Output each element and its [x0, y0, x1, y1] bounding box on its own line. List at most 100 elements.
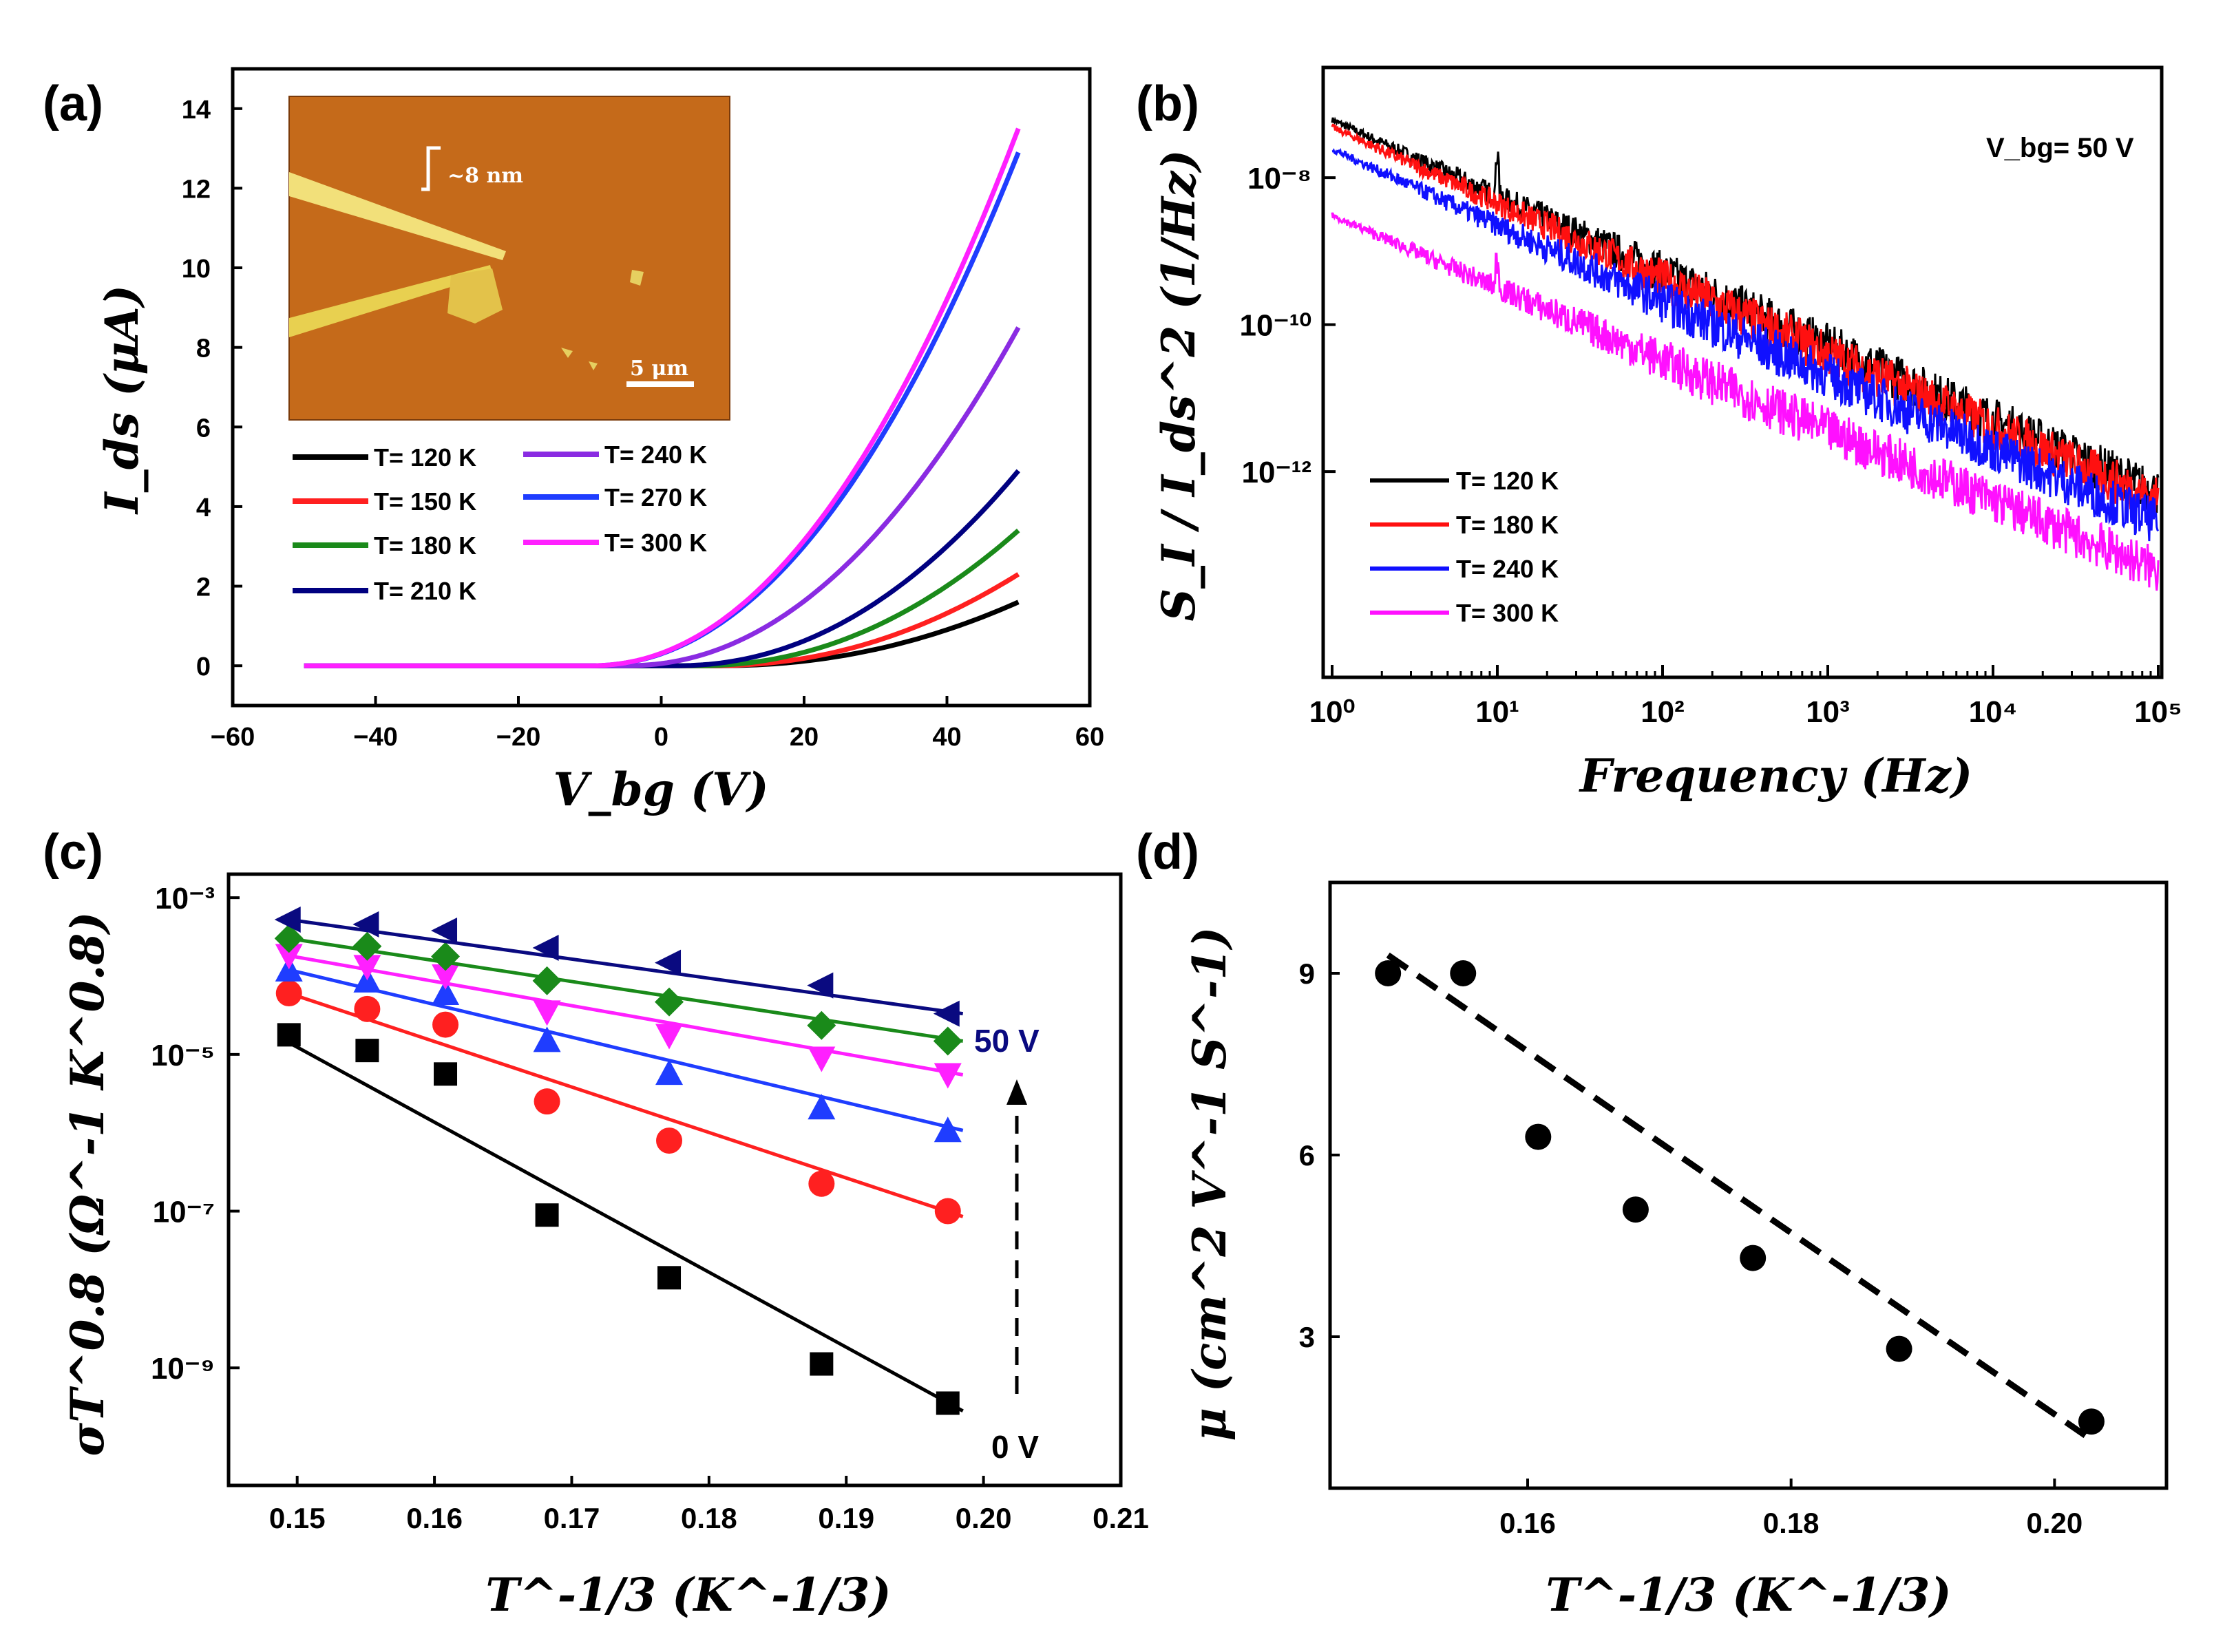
- marker-circle-c: [354, 995, 381, 1022]
- legend-b-label: T= 300 K: [1456, 599, 1559, 627]
- legend-a-label: T= 210 K: [374, 577, 476, 605]
- plot-area-b: 10⁰ 10¹ 10² 10³ 10⁴ 10⁵ 10⁻⁸ 10⁻¹⁰ 10⁻¹²: [1240, 116, 2182, 729]
- marker-square-c: [810, 1352, 834, 1376]
- panel-label-c: (c): [43, 825, 103, 880]
- marker-square-c: [277, 1023, 301, 1047]
- y-tick-label-a: 2: [196, 573, 211, 602]
- data-point-d: [1375, 960, 1402, 986]
- x-tick-label-a: 60: [1075, 723, 1104, 752]
- data-point-d: [1525, 1123, 1552, 1150]
- marker-triangle-left-c: [807, 972, 834, 999]
- y-tick-label-d: 6: [1299, 1139, 1315, 1172]
- x-tick-label-c: 0.15: [269, 1502, 326, 1534]
- x-tick-label-b: 10²: [1641, 695, 1685, 729]
- debris-1: [630, 270, 644, 286]
- y-tick-label-c: 10⁻³: [155, 882, 215, 915]
- legend-a-label: T= 120 K: [374, 443, 476, 472]
- x-tick-label-b: 10¹: [1475, 695, 1519, 729]
- y-tick-label-b: 10⁻¹⁰: [1240, 309, 1311, 343]
- panel-label-d: (d): [1136, 825, 1199, 880]
- x-tick-label-c: 0.19: [818, 1502, 874, 1534]
- x-tick-label-a: −40: [353, 723, 397, 752]
- y-tick-label-a: 4: [196, 494, 211, 522]
- data-point-d: [1740, 1245, 1767, 1271]
- marker-diamond-c: [274, 924, 304, 953]
- fit-line-c: [288, 968, 964, 1132]
- marker-circle-c: [656, 1127, 683, 1154]
- legend-a-label: T= 240 K: [604, 441, 707, 469]
- marker-triangle-left-c: [431, 917, 458, 944]
- inset-micrograph: ~8 nm 5 μm: [288, 96, 730, 421]
- fit-line-d: [1386, 952, 2094, 1443]
- y-axis-title-a: I_ds (μA): [95, 285, 149, 515]
- marker-square-c: [657, 1266, 682, 1290]
- thickness-label: ~8 nm: [447, 164, 523, 188]
- noise-spectrum-b: [1331, 147, 2160, 542]
- x-tick-label-b: 10³: [1806, 695, 1850, 729]
- axes-frame-c: [226, 872, 1123, 1487]
- x-tick-label-c: 0.18: [681, 1502, 737, 1534]
- marker-triangle-down-c: [275, 944, 303, 970]
- x-tick-label-a: 40: [932, 723, 961, 752]
- marker-square-c: [535, 1203, 559, 1227]
- marker-circle-c: [808, 1170, 835, 1197]
- x-tick-label-a: −60: [211, 723, 255, 752]
- x-tick-label-c: 0.16: [406, 1502, 463, 1534]
- y-tick-label-b: 10⁻⁸: [1247, 162, 1311, 195]
- legend-b-label: T= 180 K: [1456, 511, 1559, 539]
- marker-diamond-c: [933, 1026, 962, 1056]
- marker-triangle-left-c: [655, 949, 682, 976]
- marker-triangle-down-c: [432, 964, 460, 990]
- panel-label-b: (b): [1136, 76, 1199, 131]
- x-tick-label-a: −20: [496, 723, 540, 752]
- y-axis-title-d: μ (cm^2 V^-1 S^-1): [1183, 926, 1236, 1441]
- marker-circle-c: [934, 1198, 961, 1225]
- fit-line-c: [288, 991, 964, 1218]
- marker-triangle-up-c: [934, 1116, 962, 1143]
- x-tick-label-d: 0.20: [2026, 1507, 2083, 1539]
- legend-a-label: T= 300 K: [604, 529, 707, 557]
- fit-line-c: [288, 918, 964, 1016]
- legend-b-label: T= 240 K: [1456, 555, 1559, 583]
- electrode-lower: [289, 265, 492, 337]
- legend-b: T= 120 K T= 180 K T= 240 K T= 300 K: [1370, 467, 1559, 627]
- noise-spectrum-b: [1331, 123, 2160, 520]
- marker-diamond-c: [352, 931, 382, 961]
- x-axis-title-a: V_bg (V): [553, 763, 768, 816]
- series-line-a: [304, 127, 1021, 668]
- y-tick-label-a: 6: [196, 414, 211, 443]
- marker-circle-c: [432, 1011, 459, 1038]
- debris-3: [589, 361, 598, 370]
- marker-triangle-down-c: [353, 955, 381, 981]
- x-axis-title-c: T^-1/3 (K^-1/3): [485, 1568, 891, 1622]
- x-tick-label-c: 0.21: [1093, 1502, 1149, 1534]
- inset-background: [288, 96, 730, 421]
- gate-voltage-arrowhead: [1006, 1079, 1027, 1105]
- x-tick-label-a: 0: [654, 723, 668, 752]
- marker-triangle-left-c: [933, 1000, 960, 1027]
- legend-a: T= 120 K T= 150 K T= 180 K T= 210 K T= 2…: [293, 441, 707, 605]
- y-tick-label-a: 0: [196, 653, 211, 681]
- marker-square-c: [434, 1062, 458, 1086]
- y-tick-label-b: 10⁻¹²: [1242, 456, 1311, 489]
- plot-area-c: 0.15 0.16 0.17 0.18 0.19 0.20 0.21 10⁻³ 10⁻⁵ 10⁻⁷…: [151, 882, 1149, 1534]
- noise-spectrum-b: [1331, 212, 2160, 591]
- data-point-d: [2078, 1408, 2105, 1435]
- fit-line-c: [288, 1041, 964, 1413]
- label-50v: 50 V: [974, 1023, 1040, 1059]
- data-point-d: [1450, 960, 1477, 986]
- x-tick-label-c: 0.20: [956, 1502, 1012, 1534]
- panel-label-a: (a): [43, 76, 103, 131]
- marker-square-c: [936, 1391, 960, 1415]
- marker-triangle-left-c: [352, 911, 379, 938]
- electrode-upper: [289, 172, 506, 260]
- label-0v: 0 V: [991, 1429, 1039, 1465]
- marker-triangle-left-c: [532, 935, 559, 962]
- marker-diamond-c: [655, 987, 684, 1017]
- y-tick-label-d: 9: [1299, 957, 1315, 990]
- data-point-d: [1886, 1335, 1912, 1362]
- marker-square-c: [355, 1039, 379, 1063]
- legend-b-label: T= 120 K: [1456, 467, 1559, 495]
- axes-frame-d: [1328, 880, 2169, 1490]
- x-axis-title-d: T^-1/3 (K^-1/3): [1546, 1568, 1951, 1622]
